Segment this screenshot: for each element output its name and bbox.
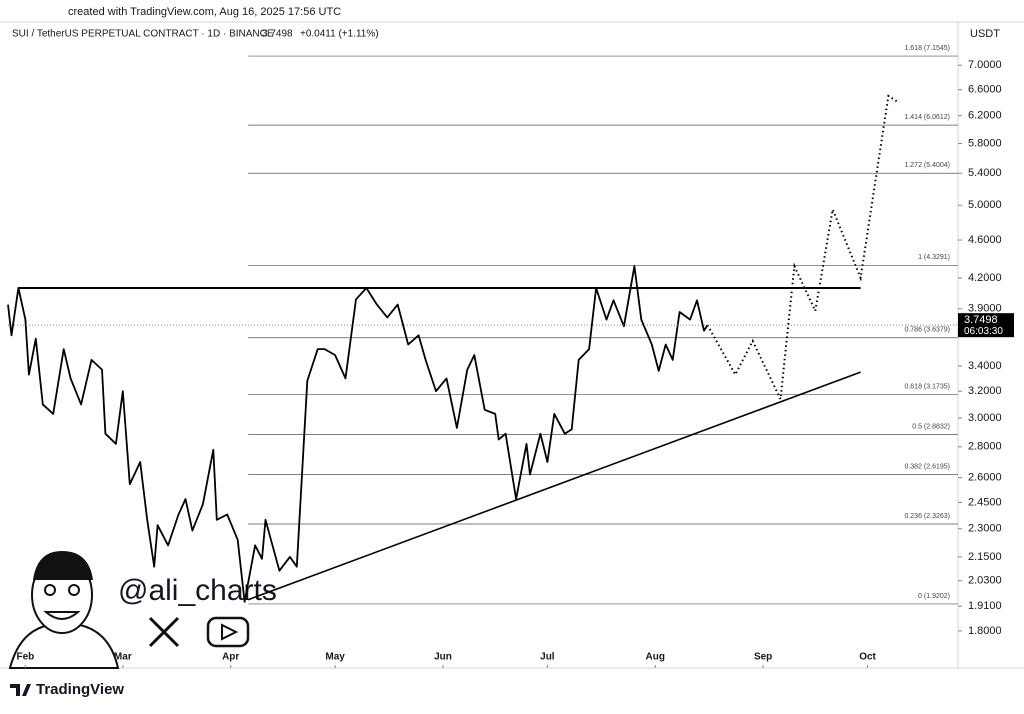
y-tick-label: 2.8000 [968,441,1002,453]
y-tick-label: 3.9000 [968,303,1002,315]
x-tick-label: May [325,652,345,663]
brand-logo [10,684,31,696]
price-line [7,265,709,603]
y-tick-label: 4.6000 [968,234,1002,246]
y-tick-label: 2.0300 [968,575,1002,587]
y-tick-label: 3.2000 [968,385,1002,397]
price-tag [958,313,1014,338]
y-tick-label: 6.6000 [968,84,1002,96]
x-tick-label: Feb [17,652,35,663]
y-tick-label: 6.2000 [968,110,1002,122]
fib-label: 1.414 (6.0612) [904,114,950,121]
y-tick-label: 7.0000 [968,59,1002,71]
price-text: 3.7498 [262,29,293,40]
y-tick-label: 5.0000 [968,199,1002,211]
x-tick-label: Sep [754,652,772,663]
x-tick-label: Apr [222,652,239,663]
fib-label: 1.272 (5.4004) [904,162,950,169]
y-tick-label: 3.4000 [968,360,1002,372]
y-tick-label: 1.9100 [968,600,1002,612]
x-icon [148,616,180,648]
watermark: @ali_charts [118,574,277,607]
change: +0.0411 (+1.11%) [300,29,379,40]
y-tick-label: 3.0000 [968,412,1002,424]
fib-label: 0.618 (3.1735) [904,384,950,391]
price-tag-value: 3.7498 [964,314,998,326]
credit: created with TradingView.com, Aug 16, 20… [68,6,341,18]
fib-label: 1.618 (7.1545) [904,45,950,52]
avatar [8,550,120,669]
x-tick-label: Mar [114,652,132,663]
fib-label: 0 (1.9202) [918,593,950,600]
currency: USDT [970,28,1000,40]
brand: TradingView [36,681,124,698]
y-tick-label: 2.4500 [968,496,1002,508]
y-tick-label: 5.4000 [968,167,1002,179]
y-tick-label: 2.1500 [968,551,1002,563]
fib-label: 0.5 (2.8832) [912,423,950,430]
y-tick-label: 2.6000 [968,472,1002,484]
x-tick-label: Jul [540,652,555,663]
projection-line [706,94,900,403]
fib-label: 1 (4.3291) [918,254,950,261]
youtube-icon [206,616,250,648]
y-tick-label: 1.8000 [968,625,1002,637]
y-tick-label: 4.2000 [968,272,1002,284]
countdown: 06:03:30 [964,326,1003,337]
x-tick-label: Jun [434,652,452,663]
y-tick-label: 2.3000 [968,523,1002,535]
fib-label: 0.786 (3.6379) [904,327,950,334]
fib-label: 0.236 (2.3263) [904,513,950,520]
x-tick-label: Aug [646,652,665,663]
x-tick-label: Oct [859,652,876,663]
symbol: SUI / TetherUS PERPETUAL CONTRACT · 1D ·… [12,29,274,40]
trendline [247,371,861,601]
y-tick-label: 5.8000 [968,137,1002,149]
fib-label: 0.382 (2.6195) [904,463,950,470]
